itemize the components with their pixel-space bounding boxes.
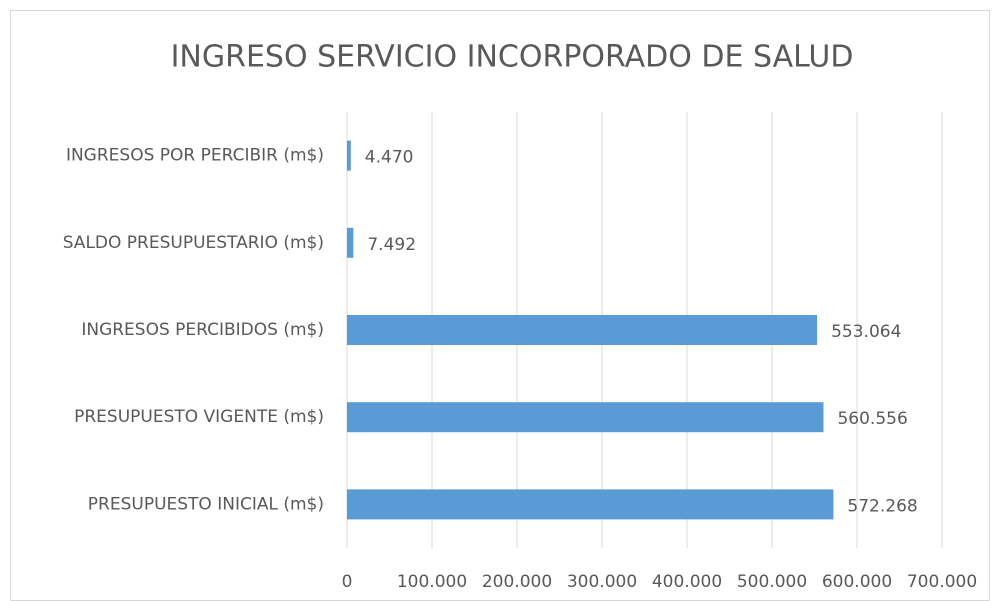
y-tick-label: SALDO PRESUPUESTARIO (m$) — [63, 233, 324, 253]
data-label: 7.492 — [367, 235, 416, 255]
x-tick-label: 500.000 — [737, 572, 807, 592]
bar — [347, 489, 834, 520]
x-tick-label: 200.000 — [482, 572, 552, 592]
bar — [347, 315, 818, 345]
y-tick-label: PRESUPUESTO INICIAL (m$) — [88, 494, 324, 514]
data-label: 572.268 — [847, 496, 917, 516]
data-label: 560.556 — [837, 409, 907, 429]
y-tick-label: INGRESOS POR PERCIBIR (m$) — [66, 146, 324, 166]
data-label: 4.470 — [365, 148, 414, 168]
x-tick-label: 100.000 — [397, 572, 467, 592]
data-label: 553.064 — [831, 322, 901, 342]
bar — [347, 402, 824, 433]
x-tick-label: 300.000 — [567, 572, 637, 592]
y-tick-label: PRESUPUESTO VIGENTE (m$) — [74, 407, 324, 427]
x-tick-label: 600.000 — [822, 572, 892, 592]
bar — [347, 140, 351, 171]
chart-title: INGRESO SERVICIO INCORPORADO DE SALUD — [171, 40, 854, 75]
x-tick-label: 700.000 — [907, 572, 977, 592]
bar — [347, 227, 354, 258]
y-tick-label: INGRESOS PERCIBIDOS (m$) — [81, 320, 324, 340]
x-tick-label: 0 — [342, 572, 353, 592]
x-tick-label: 400.000 — [652, 572, 722, 592]
